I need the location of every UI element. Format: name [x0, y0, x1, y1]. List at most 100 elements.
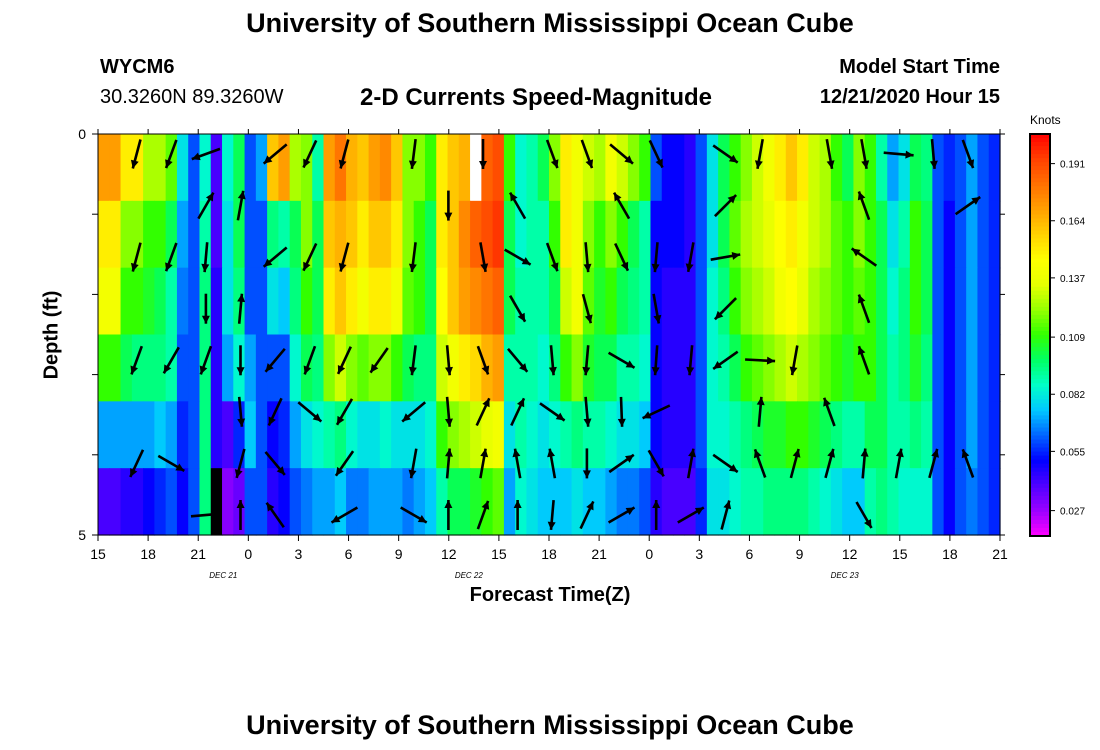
- current-vector: [265, 501, 285, 529]
- heatmap-cell: [605, 200, 618, 269]
- heatmap-cell: [842, 134, 855, 202]
- x-tick-label: 21: [591, 546, 607, 562]
- current-vector: [745, 356, 776, 365]
- heatmap-cell: [797, 334, 809, 402]
- heatmap-cell: [470, 200, 482, 269]
- colorbar-segment: [1030, 375, 1050, 380]
- heatmap-cell: [966, 200, 979, 269]
- current-vector: [545, 242, 559, 272]
- colorbar-segment: [1030, 142, 1050, 147]
- colorbar-segment: [1030, 234, 1050, 240]
- colorbar-segment: [1030, 355, 1050, 360]
- current-vector: [508, 191, 527, 220]
- current-vector: [479, 448, 489, 479]
- heatmap-cell: [334, 267, 347, 336]
- heatmap-cell: [357, 200, 370, 269]
- heatmap-cell: [627, 267, 640, 336]
- colorbar-segment: [1030, 427, 1050, 433]
- heatmap-cell: [447, 267, 460, 336]
- heatmap-cell: [368, 267, 381, 336]
- heatmap-cell: [605, 134, 618, 202]
- heatmap-cell: [616, 334, 629, 402]
- x-tick-label: 6: [746, 546, 754, 562]
- current-vector: [201, 242, 210, 273]
- heatmap-cell: [594, 401, 606, 469]
- heatmap-cell: [413, 134, 426, 202]
- heatmap-cell: [289, 134, 302, 202]
- heatmap-cell: [661, 468, 674, 536]
- colorbar-segment: [1030, 371, 1050, 376]
- heatmap-cell: [785, 267, 798, 336]
- heatmap-cell: [222, 334, 234, 402]
- heatmap-cell: [932, 134, 945, 202]
- colorbar-segment: [1030, 290, 1050, 296]
- current-vector: [444, 396, 453, 427]
- colorbar-segment: [1030, 194, 1050, 199]
- heatmap-cell: [503, 468, 516, 536]
- heatmap-cell: [515, 468, 528, 536]
- heatmap-cell: [842, 401, 855, 469]
- current-vector: [164, 139, 178, 169]
- heatmap-cell: [808, 334, 821, 402]
- colorbar-segment: [1030, 415, 1050, 421]
- heatmap-cell: [413, 267, 426, 336]
- heatmap-cell: [458, 200, 471, 269]
- heatmap-cell: [887, 200, 900, 269]
- heatmap-cell: [165, 468, 178, 536]
- heatmap-cell: [98, 267, 110, 336]
- heatmap-cell: [684, 200, 697, 269]
- heatmap-cell: [503, 267, 516, 336]
- current-vector: [236, 500, 245, 530]
- heatmap-cell: [875, 334, 888, 402]
- heatmap-cell: [154, 134, 167, 202]
- heatmap-cell: [413, 401, 426, 469]
- heatmap-cell: [154, 267, 167, 336]
- current-vector: [334, 450, 355, 477]
- heatmap-cell: [379, 334, 392, 402]
- heatmap-cell: [188, 334, 201, 402]
- heatmap-cell: [199, 468, 212, 536]
- heatmap-cell: [492, 200, 505, 269]
- heatmap-cell: [312, 468, 325, 536]
- heatmap-cell: [526, 334, 539, 402]
- heatmap-cell: [357, 267, 370, 336]
- heatmap-cell: [560, 267, 573, 336]
- heatmap-cell: [334, 200, 347, 269]
- heatmap-cell: [684, 401, 697, 469]
- current-vector: [753, 448, 767, 478]
- current-vector: [651, 242, 660, 273]
- heatmap-cell: [582, 134, 595, 202]
- heatmap-cell: [436, 468, 449, 536]
- heatmap-cell: [943, 200, 956, 269]
- station-id: WYCM6: [100, 56, 175, 78]
- heatmap-cell: [819, 267, 832, 336]
- heatmap-cell: [706, 134, 719, 202]
- heatmap-cell: [706, 200, 719, 269]
- current-vector: [822, 397, 836, 427]
- heatmap-cell: [797, 468, 809, 536]
- heatmap-cell: [109, 200, 122, 269]
- heatmap-cell: [819, 134, 832, 202]
- current-vector: [162, 346, 180, 374]
- colorbar-segment: [1030, 531, 1050, 537]
- colorbar-segment: [1030, 162, 1050, 167]
- heatmap-cell: [458, 401, 471, 469]
- current-vector: [583, 242, 592, 273]
- heatmap-cell: [932, 267, 945, 336]
- colorbar-segment: [1030, 511, 1050, 517]
- heatmap-cell: [233, 200, 246, 269]
- heatmap-cell: [210, 468, 223, 536]
- colorbar-segment: [1030, 519, 1050, 525]
- current-vector: [335, 398, 354, 426]
- heatmap-cell: [763, 267, 776, 336]
- current-vector: [860, 448, 869, 479]
- heatmap-cell: [582, 200, 595, 269]
- heatmap-cell: [537, 401, 550, 469]
- current-vector: [513, 500, 522, 530]
- current-vector: [652, 293, 662, 324]
- current-vector: [201, 293, 210, 324]
- heatmap-cell: [819, 334, 832, 402]
- heatmap-cell: [255, 401, 268, 469]
- heatmap-cell: [582, 401, 595, 469]
- current-vector: [262, 143, 288, 165]
